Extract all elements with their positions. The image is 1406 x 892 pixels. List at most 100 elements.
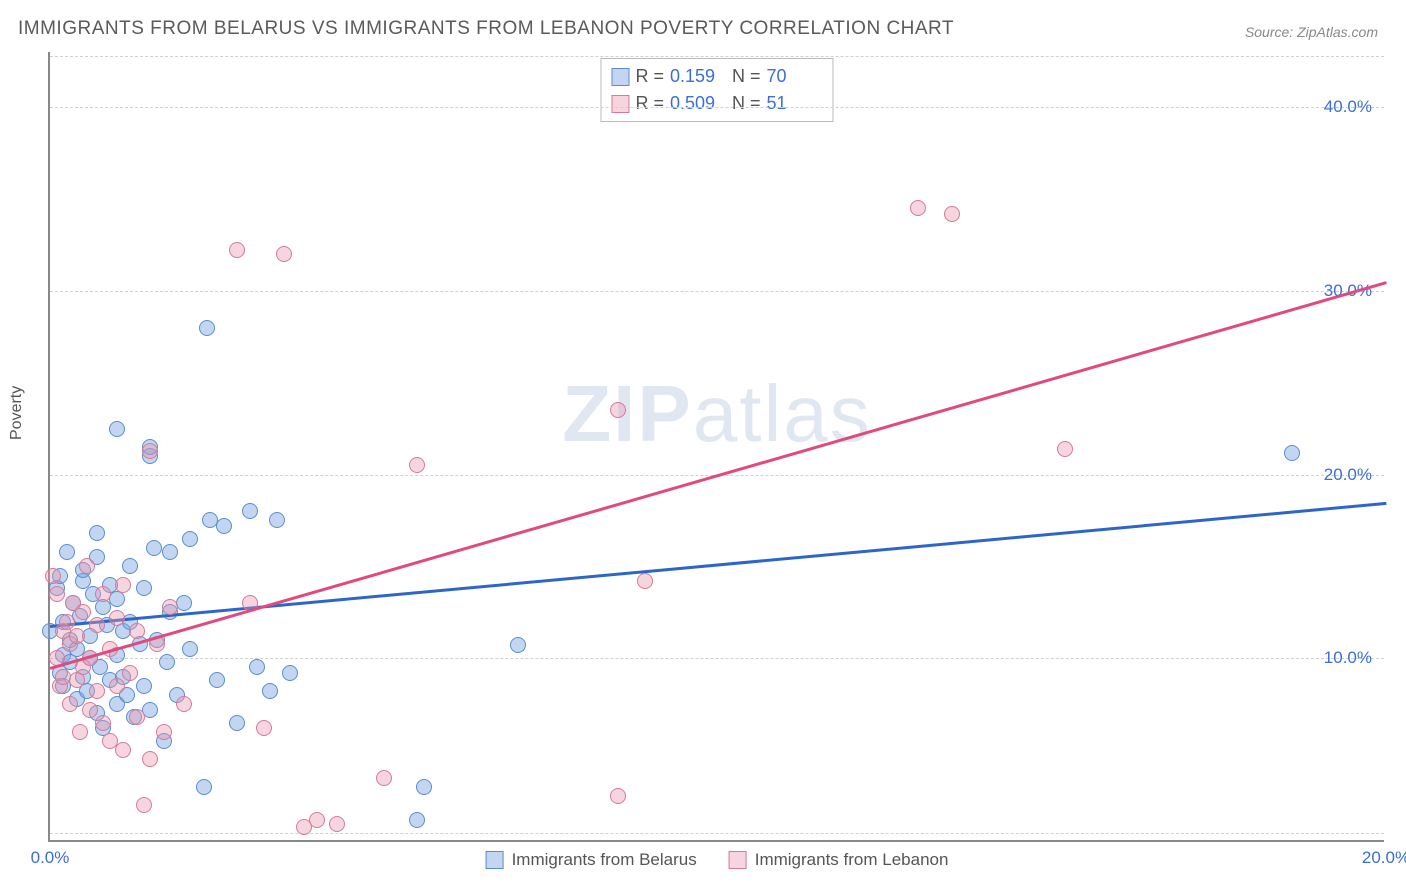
gridline: [50, 833, 1384, 834]
legend-N-label: N =: [732, 63, 761, 90]
y-axis-label: Poverty: [8, 386, 26, 440]
legend-item: Immigrants from Belarus: [486, 850, 697, 870]
data-point: [229, 715, 245, 731]
data-point: [89, 617, 105, 633]
legend-N-value: 70: [767, 63, 823, 90]
data-point: [95, 586, 111, 602]
data-point: [159, 654, 175, 670]
legend-stats-box: R =0.159N =70R =0.509N =51: [600, 58, 833, 122]
y-tick-label: 40.0%: [1324, 97, 1372, 117]
data-point: [209, 672, 225, 688]
data-point: [136, 678, 152, 694]
data-point: [69, 628, 85, 644]
data-point: [416, 779, 432, 795]
data-point: [229, 242, 245, 258]
data-point: [95, 715, 111, 731]
data-point: [75, 604, 91, 620]
data-point: [944, 206, 960, 222]
data-point: [72, 724, 88, 740]
data-point: [89, 525, 105, 541]
data-point: [409, 812, 425, 828]
data-point: [409, 457, 425, 473]
data-point: [129, 623, 145, 639]
data-point: [122, 665, 138, 681]
legend-stats-row: R =0.159N =70: [611, 63, 822, 90]
legend-swatch: [486, 851, 504, 869]
data-point: [122, 558, 138, 574]
data-point: [115, 577, 131, 593]
data-point: [199, 320, 215, 336]
data-point: [79, 558, 95, 574]
data-point: [129, 709, 145, 725]
x-tick-label: 0.0%: [31, 848, 70, 868]
gridline: [50, 56, 1384, 57]
y-tick-label: 10.0%: [1324, 648, 1372, 668]
data-point: [49, 586, 65, 602]
data-point: [182, 641, 198, 657]
chart-title: IMMIGRANTS FROM BELARUS VS IMMIGRANTS FR…: [18, 18, 954, 40]
data-point: [109, 421, 125, 437]
data-point: [256, 720, 272, 736]
legend-series-name: Immigrants from Lebanon: [755, 850, 949, 870]
source-label: Source: ZipAtlas.com: [1245, 24, 1378, 40]
legend-R-value: 0.159: [670, 63, 726, 90]
data-point: [182, 531, 198, 547]
data-point: [136, 580, 152, 596]
data-point: [262, 683, 278, 699]
data-point: [59, 614, 75, 630]
legend-R-label: R =: [635, 90, 664, 117]
data-point: [610, 402, 626, 418]
data-point: [249, 659, 265, 675]
gridline: [50, 658, 1384, 659]
y-tick-label: 20.0%: [1324, 465, 1372, 485]
data-point: [146, 540, 162, 556]
legend-N-value: 51: [767, 90, 823, 117]
gridline: [50, 107, 1384, 108]
data-point: [610, 788, 626, 804]
data-point: [376, 770, 392, 786]
legend-series-name: Immigrants from Belarus: [512, 850, 697, 870]
data-point: [136, 797, 152, 813]
data-point: [269, 512, 285, 528]
data-point: [276, 246, 292, 262]
trend-line: [50, 282, 1387, 670]
data-point: [196, 779, 212, 795]
data-point: [82, 702, 98, 718]
data-point: [216, 518, 232, 534]
data-point: [62, 696, 78, 712]
data-point: [109, 610, 125, 626]
data-point: [109, 678, 125, 694]
legend-item: Immigrants from Lebanon: [729, 850, 949, 870]
data-point: [1057, 441, 1073, 457]
data-point: [59, 544, 75, 560]
data-point: [910, 200, 926, 216]
legend-N-label: N =: [732, 90, 761, 117]
data-point: [142, 443, 158, 459]
data-point: [329, 816, 345, 832]
bottom-legend: Immigrants from Belarus Immigrants from L…: [486, 850, 949, 870]
data-point: [1284, 445, 1300, 461]
data-point: [637, 573, 653, 589]
data-point: [142, 751, 158, 767]
legend-swatch: [611, 95, 629, 113]
data-point: [176, 696, 192, 712]
data-point: [115, 742, 131, 758]
data-point: [156, 724, 172, 740]
scatter-plot: ZIPatlas R =0.159N =70R =0.509N =51 Immi…: [48, 52, 1384, 842]
legend-swatch: [611, 68, 629, 86]
legend-swatch: [729, 851, 747, 869]
legend-R-label: R =: [635, 63, 664, 90]
data-point: [510, 637, 526, 653]
gridline: [50, 291, 1384, 292]
legend-R-value: 0.509: [670, 90, 726, 117]
x-tick-label: 20.0%: [1362, 848, 1406, 868]
data-point: [162, 599, 178, 615]
data-point: [242, 503, 258, 519]
watermark: ZIPatlas: [562, 368, 871, 460]
data-point: [282, 665, 298, 681]
data-point: [89, 683, 105, 699]
data-point: [45, 568, 61, 584]
legend-stats-row: R =0.509N =51: [611, 90, 822, 117]
data-point: [309, 812, 325, 828]
data-point: [162, 544, 178, 560]
